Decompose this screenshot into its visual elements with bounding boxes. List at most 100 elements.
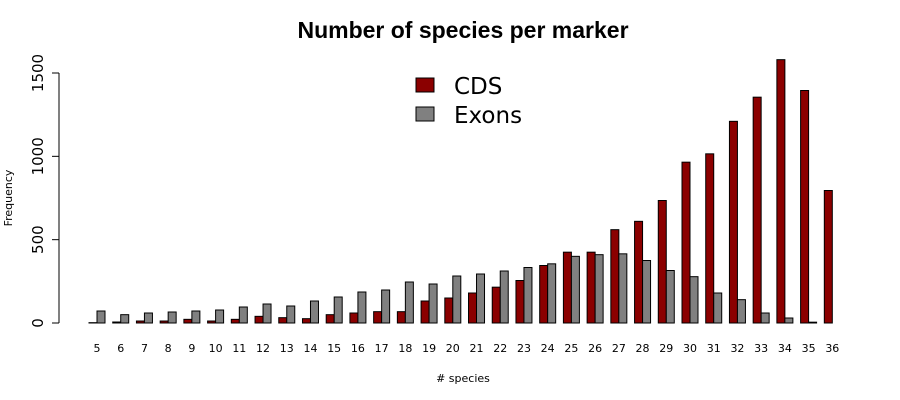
bar-exons-29 (665, 270, 675, 324)
bar-cds-31 (705, 153, 715, 324)
bar-cds-33 (752, 96, 762, 324)
x-tick-label: 25 (564, 342, 578, 355)
x-tick-label: 30 (683, 342, 697, 355)
bar-cds-20 (444, 297, 454, 324)
x-tick-label: 9 (188, 342, 195, 355)
legend-label-cds: CDS (454, 74, 502, 100)
x-tick-label: 36 (825, 342, 839, 355)
bar-cds-17 (373, 311, 383, 324)
x-tick-label: 24 (541, 342, 555, 355)
x-tick-label: 6 (117, 342, 124, 355)
x-tick-label: 32 (730, 342, 744, 355)
x-tick-label: 16 (351, 342, 365, 355)
bar-exons-8 (167, 311, 177, 324)
bar-cds-13 (278, 317, 288, 324)
bar-cds-15 (325, 314, 335, 324)
bar-exons-21 (476, 273, 486, 324)
bar-exons-20 (452, 275, 462, 324)
y-tick-label: 1500 (29, 54, 47, 92)
bar-exons-35 (808, 321, 818, 324)
x-tick-label: 33 (754, 342, 768, 355)
bar-exons-15 (333, 296, 343, 324)
y-axis-label: Frequency (2, 169, 15, 226)
bar-exons-11 (238, 306, 248, 324)
x-tick-label: 12 (256, 342, 270, 355)
x-tick-label: 18 (398, 342, 412, 355)
x-tick-label: 11 (232, 342, 246, 355)
bar-cds-6 (112, 321, 122, 324)
x-tick-label: 22 (493, 342, 507, 355)
x-tick-label: 31 (707, 342, 721, 355)
bar-cds-9 (183, 318, 193, 324)
bar-cds-34 (776, 59, 786, 324)
x-tick-label: 27 (612, 342, 626, 355)
bar-exons-10 (215, 309, 225, 324)
bar-cds-29 (657, 200, 667, 324)
legend-label-exons: Exons (454, 103, 522, 129)
bar-exons-13 (286, 305, 296, 324)
bar-cds-23 (515, 280, 525, 324)
bar-cds-27 (610, 229, 620, 324)
bar-exons-34 (784, 317, 794, 324)
bar-exons-32 (736, 299, 746, 324)
x-tick-label: 29 (659, 342, 673, 355)
bar-cds-10 (207, 320, 217, 324)
y-axis: 0 500 1000 1500 (29, 54, 60, 328)
x-tick-label: 13 (280, 342, 294, 355)
x-tick-label: 10 (209, 342, 223, 355)
bar-exons-12 (262, 303, 272, 324)
bar-cds-14 (301, 318, 311, 324)
x-tick-label: 26 (588, 342, 602, 355)
bar-exons-26 (594, 254, 604, 324)
bar-exons-16 (357, 291, 367, 324)
bar-cds-16 (349, 312, 359, 324)
x-tick-label: 8 (165, 342, 172, 355)
bar-cds-22 (491, 286, 501, 324)
x-tick-label: 20 (446, 342, 460, 355)
bar-exons-17 (381, 289, 391, 324)
bars-group (88, 59, 833, 324)
x-tick-label: 28 (636, 342, 650, 355)
bar-exons-6 (120, 314, 130, 324)
x-tick-label: 15 (327, 342, 341, 355)
x-tick-label: 21 (470, 342, 484, 355)
legend-swatch-exons (415, 106, 435, 122)
bar-cds-35 (800, 90, 810, 324)
bar-exons-9 (191, 310, 201, 324)
y-tick-label: 500 (29, 225, 47, 254)
bar-cds-21 (468, 292, 478, 324)
x-tick-label: 14 (303, 342, 317, 355)
bar-cds-24 (539, 265, 549, 324)
y-tick-label: 1000 (29, 137, 47, 175)
bar-cds-8 (159, 320, 169, 324)
bar-exons-24 (547, 263, 557, 324)
bar-exons-19 (428, 283, 438, 324)
bar-exons-22 (499, 270, 509, 324)
x-tick-label: 23 (517, 342, 531, 355)
bar-exons-5 (96, 310, 106, 324)
x-axis-label: # species (436, 372, 490, 385)
x-tick-label: 35 (802, 342, 816, 355)
bar-cds-11 (230, 318, 240, 324)
bar-cds-30 (681, 161, 691, 324)
bar-cds-19 (420, 300, 430, 324)
bar-exons-18 (404, 281, 414, 324)
bar-exons-25 (570, 255, 580, 324)
y-tick-label: 0 (29, 318, 47, 328)
legend-swatch-cds (415, 77, 435, 93)
bar-cds-26 (586, 251, 596, 324)
bar-cds-7 (135, 320, 145, 324)
bar-cds-28 (634, 220, 644, 324)
bar-cds-18 (396, 311, 406, 324)
bar-exons-28 (642, 260, 652, 324)
bar-exons-7 (143, 312, 153, 324)
bar-cds-12 (254, 315, 264, 324)
x-tick-label: 7 (141, 342, 148, 355)
bar-exons-31 (713, 292, 723, 324)
bar-exons-30 (689, 276, 699, 324)
bar-exons-23 (523, 267, 533, 324)
chart-title: Number of species per marker (297, 17, 628, 43)
x-tick-label: 19 (422, 342, 436, 355)
bar-cds-32 (728, 120, 738, 324)
